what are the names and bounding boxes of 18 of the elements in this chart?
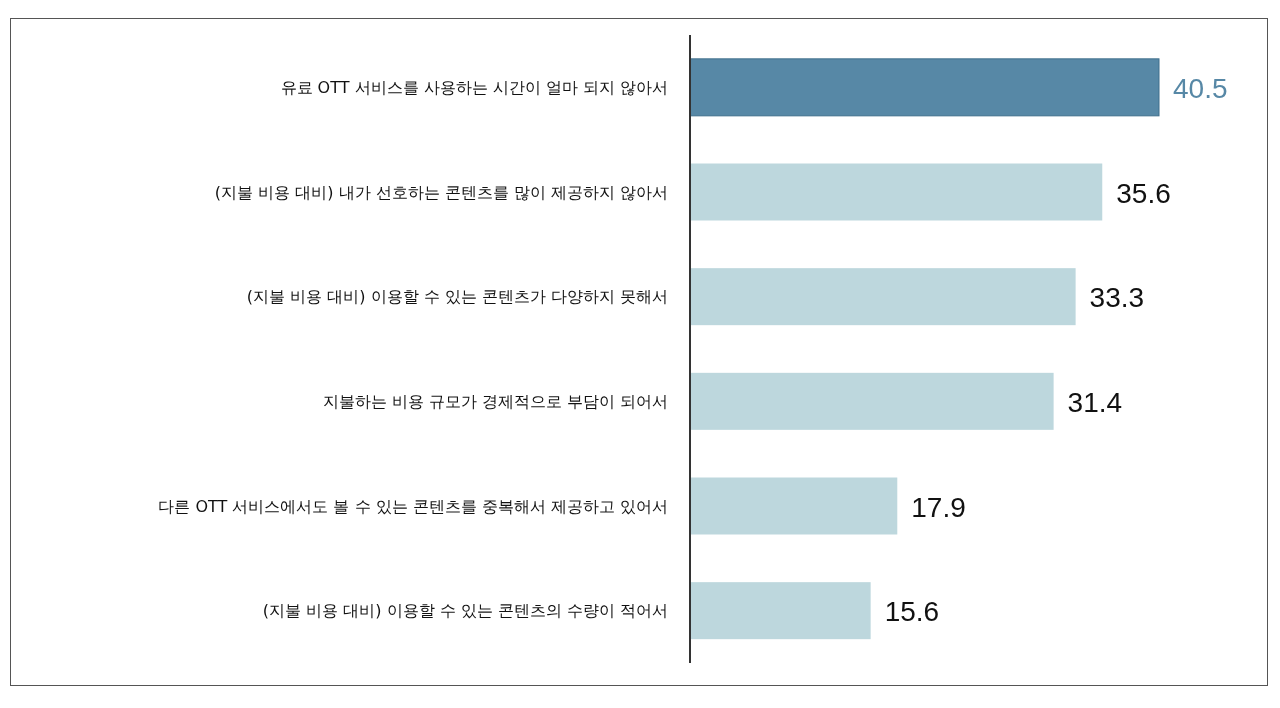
data-label: 17.9 xyxy=(911,491,966,523)
bar xyxy=(689,58,1160,117)
bar xyxy=(690,163,1103,221)
y-tick-label: (지불 비용 대비) 이용할 수 있는 콘텐츠가 다양하지 못해서 xyxy=(246,287,668,307)
bar xyxy=(690,477,898,535)
y-tick-label: 지불하는 비용 규모가 경제적으로 부담이 되어서 xyxy=(322,391,668,411)
y-tick-label: (지불 비용 대비) 이용할 수 있는 콘텐츠의 수량이 적어서 xyxy=(262,601,668,621)
data-label: 40.5 xyxy=(1173,72,1228,104)
bar xyxy=(690,268,1076,326)
data-label: 31.4 xyxy=(1067,386,1123,418)
bar xyxy=(690,582,871,640)
data-label: 15.6 xyxy=(884,596,940,628)
y-tick-label: (지불 비용 대비) 내가 선호하는 콘텐츠를 많이 제공하지 않아서 xyxy=(214,182,668,202)
data-label: 33.3 xyxy=(1089,282,1145,314)
bar xyxy=(690,372,1054,430)
y-tick-label: 유료 OTT 서비스를 사용하는 시간이 얼마 되지 않아서 xyxy=(280,77,668,97)
y-tick-label: 다른 OTT 서비스에서도 볼 수 있는 콘텐츠를 중복해서 제공하고 있어서 xyxy=(158,496,668,516)
data-label: 35.6 xyxy=(1116,177,1171,209)
